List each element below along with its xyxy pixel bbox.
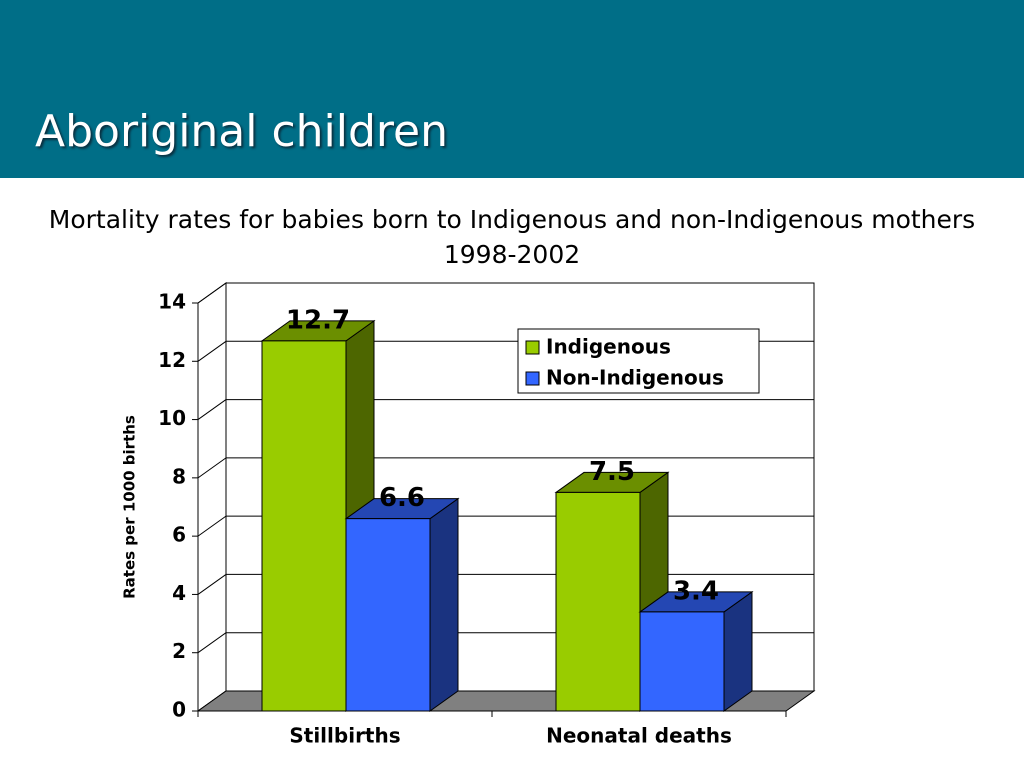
y-tick-label: 6 [172,523,186,547]
bar-side [723,590,753,712]
bar [261,340,347,712]
grid-line-side [197,282,227,304]
header-band: Aboriginal children [0,0,1024,178]
side-wall [197,282,227,712]
bar [639,611,725,712]
value-label: 6.6 [379,483,425,513]
y-tick-label: 4 [172,581,186,605]
y-tick-label: 2 [172,639,186,663]
legend-swatch [525,340,540,355]
y-tick-label: 14 [158,290,186,314]
y-tick-label: 10 [158,406,186,430]
bar [555,491,641,712]
value-label: 7.5 [589,457,635,487]
legend-swatch [525,371,540,386]
grid-line-side [197,457,227,479]
value-label: 12.7 [286,305,350,335]
grid-line-side [197,574,227,595]
grid-line-side [197,340,227,362]
legend-label: Indigenous [546,335,671,359]
grid-line-side [197,632,227,654]
grid-line-side [197,399,227,420]
y-tick-label: 12 [158,348,186,372]
x-tick-label: Stillbirths [289,724,400,748]
grid-line-side [197,515,227,537]
bar [345,518,431,712]
y-tick-label: 0 [172,698,186,722]
chart-title: Mortality rates for babies born to Indig… [48,205,976,269]
x-tick-label: Neonatal deaths [546,724,732,748]
legend-box [517,328,760,394]
y-axis-label: Rates per 1000 births [121,415,139,599]
bar-side [429,497,459,712]
slide-title: Aboriginal children [35,106,449,157]
value-label: 3.4 [673,576,719,606]
y-tick-label: 8 [172,464,186,488]
legend-label: Non-Indigenous [546,366,724,390]
